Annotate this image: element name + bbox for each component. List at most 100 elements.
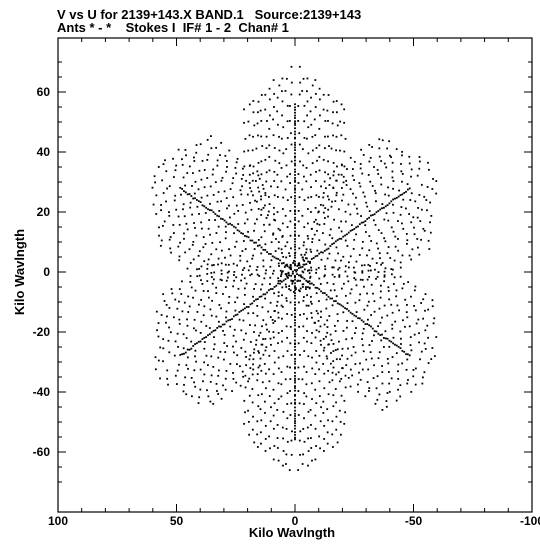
- uv-point: [271, 255, 274, 258]
- uv-point: [260, 94, 263, 96]
- uv-point: [213, 271, 216, 274]
- uv-point: [327, 160, 329, 163]
- uv-point: [268, 87, 271, 90]
- uv-point: [314, 427, 317, 430]
- uv-point: [331, 122, 334, 125]
- uv-point: [431, 299, 434, 302]
- uv-point: [345, 179, 348, 182]
- uv-point: [331, 243, 334, 246]
- uv-point: [322, 211, 325, 214]
- uv-point: [260, 214, 263, 216]
- uv-point: [357, 383, 359, 386]
- uv-point: [170, 288, 173, 290]
- uv-point: [289, 301, 292, 304]
- uv-point: [298, 132, 301, 135]
- uv-point: [399, 395, 402, 398]
- uv-point: [184, 251, 187, 254]
- uv-point: [294, 144, 296, 146]
- uv-point: [327, 173, 330, 176]
- uv-point: [275, 238, 277, 240]
- uv-point: [389, 154, 391, 157]
- uv-point: [301, 283, 304, 286]
- uv-point: [305, 279, 308, 282]
- uv-point: [368, 249, 371, 252]
- uv-point: [401, 222, 403, 225]
- uv-point: [280, 371, 283, 373]
- uv-point: [341, 347, 344, 350]
- uv-point: [303, 277, 306, 280]
- uv-point: [397, 378, 400, 380]
- uv-point: [327, 369, 330, 372]
- uv-point: [268, 354, 271, 357]
- uv-point: [209, 380, 212, 383]
- uv-point: [178, 363, 180, 366]
- uv-point: [407, 281, 410, 284]
- uv-point: [183, 352, 185, 355]
- uv-point: [244, 137, 247, 140]
- uv-point: [325, 355, 328, 358]
- uv-point: [391, 170, 394, 173]
- uv-point: [159, 346, 162, 349]
- uv-point: [174, 169, 177, 172]
- uv-point: [373, 300, 376, 303]
- uv-point: [248, 394, 251, 397]
- uv-point: [413, 233, 416, 236]
- uv-point: [391, 268, 394, 271]
- uv-point: [224, 377, 227, 380]
- uv-point: [327, 215, 329, 218]
- uv-point: [273, 350, 276, 352]
- uv-point: [265, 147, 268, 150]
- uv-point: [286, 265, 289, 268]
- uv-point: [341, 354, 343, 357]
- uv-point: [303, 392, 306, 395]
- uv-point: [381, 262, 384, 264]
- uv-point: [197, 254, 200, 257]
- uv-point: [340, 287, 343, 290]
- uv-point: [414, 367, 417, 370]
- uv-point: [382, 206, 385, 209]
- uv-point: [225, 160, 228, 162]
- uv-point: [194, 355, 196, 358]
- uv-point: [298, 264, 301, 267]
- uv-point: [394, 343, 396, 346]
- uv-point: [252, 254, 254, 257]
- uv-point: [285, 164, 288, 167]
- uv-point: [207, 153, 210, 156]
- uv-point: [286, 313, 289, 315]
- uv-point: [311, 149, 314, 152]
- uv-point: [316, 222, 319, 225]
- uv-point: [294, 424, 296, 427]
- uv-point: [317, 312, 319, 315]
- uv-point: [224, 351, 227, 353]
- uv-point: [322, 192, 325, 194]
- uv-point: [332, 343, 335, 345]
- uv-point: [313, 321, 316, 324]
- uv-point: [359, 362, 361, 365]
- uv-point: [299, 287, 302, 290]
- uv-point: [271, 288, 274, 290]
- uv-point: [276, 96, 279, 99]
- uv-point: [374, 268, 376, 271]
- uv-point: [294, 251, 297, 254]
- uv-point: [339, 358, 341, 361]
- uv-point: [199, 332, 202, 334]
- uv-point: [253, 222, 256, 225]
- uv-point: [288, 469, 291, 471]
- uv-point: [315, 147, 318, 149]
- uv-point: [294, 180, 296, 183]
- uv-point: [180, 193, 182, 196]
- uv-point: [295, 270, 298, 273]
- uv-point: [186, 228, 189, 231]
- uv-point: [294, 130, 296, 133]
- uv-point: [247, 420, 250, 423]
- uv-point: [257, 174, 260, 177]
- uv-point: [276, 196, 279, 198]
- uv-point: [410, 221, 413, 224]
- uv-point: [316, 287, 319, 289]
- uv-point: [294, 278, 296, 281]
- uv-point: [268, 330, 270, 333]
- uv-point: [320, 310, 322, 313]
- uv-point: [155, 213, 158, 215]
- uv-point: [286, 365, 289, 368]
- uv-point: [174, 340, 177, 343]
